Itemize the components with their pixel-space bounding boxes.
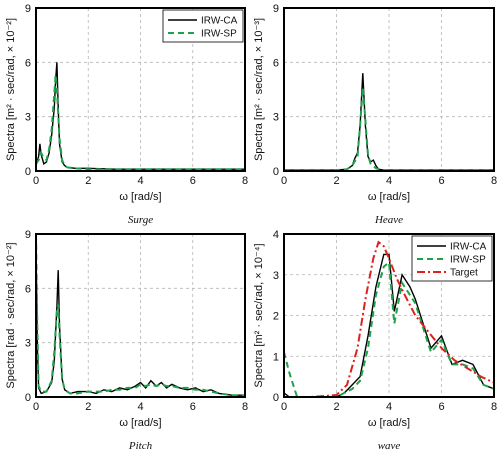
x-tick-label: 8 [491,401,497,413]
y-tick-label: 0 [25,392,31,404]
x-tick-label: 2 [333,175,339,187]
series-line-irw-sp [284,87,494,171]
x-axis-label: ω [rad/s] [119,191,161,203]
x-tick-label: 8 [242,401,248,413]
series-line-irw-sp [36,233,245,397]
y-axis-label: Spectra [rad · sec/rad, × 10⁻²] [5,242,17,388]
y-tick-label: 6 [25,57,31,69]
x-tick-label: 8 [491,175,497,187]
x-tick-label: 6 [190,401,196,413]
x-tick-label: 0 [281,175,287,187]
y-tick-label: 3 [273,112,279,124]
x-tick-label: 4 [386,401,392,413]
y-tick-label: 0 [273,166,279,178]
series-line-irw-sp [36,74,245,171]
legend: IRW-CA IRW-SP Target [411,235,493,282]
legend-box [411,235,493,282]
x-tick-label: 4 [137,175,143,187]
legend-label: IRW-SP [450,255,486,266]
x-tick-label: 6 [190,175,196,187]
y-tick-label: 9 [25,3,31,15]
x-tick-label: 6 [438,401,444,413]
legend-label: IRW-CA [201,16,238,27]
plot-frame [35,7,246,172]
panel-surge: 0 2 4 6 8 0 3 6 9 ω [rad/s] Spectra [m² · sec/rad,… [5,3,248,226]
x-tick-label: 4 [137,401,143,413]
x-tick-label: 0 [33,175,39,187]
legend-box [162,9,244,43]
x-axis-label: ω [rad/s] [368,191,410,203]
panel-caption: wave [378,440,401,452]
panel-wave: 0 2 4 6 8 0 1 2 3 4 ω [rad/s] Spectra [m² · sec/rad… [253,229,497,452]
series-line-irw-ca [284,73,494,171]
x-tick-label: 6 [438,175,444,187]
panel-caption: Surge [128,214,153,226]
x-tick-label: 2 [85,401,91,413]
x-tick-label: 4 [386,175,392,187]
legend-label: Target [450,268,478,279]
y-tick-label: 3 [273,270,279,282]
y-axis-label: Spectra [m² · sec/rad, × 10⁻⁴] [253,243,265,387]
y-tick-label: 1 [273,351,279,363]
y-axis-label: Spectra [m² · sec/rad, × 10⁻²] [5,18,17,161]
x-tick-label: 2 [333,401,339,413]
panel-pitch: 0 2 4 6 8 0 3 6 9 ω [rad/s] Spectra [rad · sec/rad… [5,229,248,452]
y-tick-label: 9 [273,3,279,15]
y-tick-label: 2 [273,311,279,323]
y-tick-label: 6 [273,57,279,69]
panel-heave: 0 2 4 6 8 0 3 6 9 ω [rad/s] Spectra [m² · sec/rad,… [253,3,497,226]
plot-frame [283,7,495,172]
x-tick-label: 8 [242,175,248,187]
series-line-irw-ca [36,62,245,170]
y-tick-label: 3 [25,112,31,124]
x-axis-label: ω [rad/s] [119,417,161,429]
y-tick-label: 0 [273,392,279,404]
y-axis-label: Spectra [m² · sec/rad, × 10⁻³] [253,18,265,161]
y-tick-label: 9 [25,229,31,241]
series-line-irw-ca [284,253,494,397]
series-line-target [284,240,494,397]
y-tick-label: 3 [25,338,31,350]
x-axis-label: ω [rad/s] [368,417,410,429]
panel-caption: Heave [374,214,403,226]
y-tick-label: 0 [25,166,31,178]
x-tick-label: 2 [85,175,91,187]
legend-label: IRW-CA [450,242,487,253]
y-tick-label: 4 [273,229,279,241]
x-tick-label: 0 [281,401,287,413]
plot-frame [283,233,495,398]
y-tick-label: 6 [25,283,31,295]
panel-caption: Pitch [128,440,153,452]
plot-frame [35,233,246,398]
x-tick-label: 0 [33,401,39,413]
legend-label: IRW-SP [201,29,237,40]
legend: IRW-CA IRW-SP [162,9,244,43]
